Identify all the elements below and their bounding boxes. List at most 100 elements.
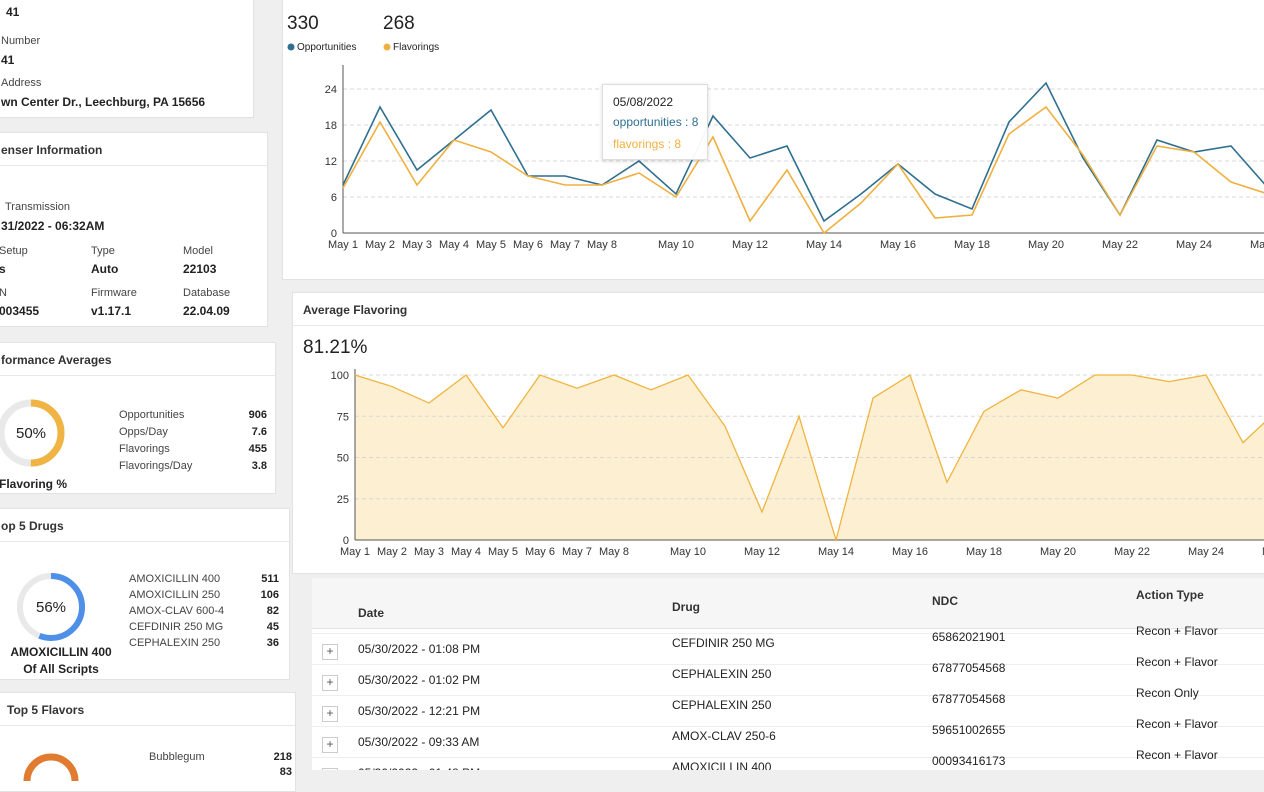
table-cell: 05/30/2022 - 01:02 PM (358, 673, 481, 687)
table-cell: CEFDINIR 250 MG (672, 636, 775, 650)
series-total: 330 (287, 13, 319, 34)
table-cell: AMOX-CLAV 250-6 (672, 729, 776, 743)
top-drugs-card: op 5 Drugs 56% AMOXICILLIN 400 Of All Sc… (0, 508, 290, 680)
gauge: 56% (17, 573, 85, 641)
stat-label: AMOXICILLIN 250 (129, 589, 221, 601)
expand-button[interactable]: + (322, 737, 338, 753)
tooltip-title: 05/08/2022 (613, 95, 674, 109)
x-tick-label: May 3 (414, 546, 444, 558)
stat-value: 7.6 (251, 426, 267, 438)
line-chart: 0 6 12 18 24 May 1 May 2 May 3 May 4 May 5 May 6 Ma… (287, 13, 1264, 251)
gauge-caption: AMOXICILLIN 400 (10, 645, 112, 659)
table-cell: 67877054568 (932, 692, 1006, 706)
x-tick-label: May 20 (1028, 239, 1064, 251)
x-tick-label: May 3 (402, 239, 432, 251)
table-cell: 59651002655 (932, 723, 1006, 737)
value: 22103 (183, 262, 217, 276)
label: Model (183, 245, 213, 257)
stat-label: Bubblegum (149, 751, 205, 763)
x-tick-label: May 26 (1250, 239, 1264, 251)
value: 31/2022 - 06:32AM (1, 219, 105, 233)
row-divider (312, 757, 1264, 758)
gauge-label: 50% (16, 425, 46, 442)
gauge (23, 753, 79, 781)
stat-value: 511 (261, 573, 279, 585)
y-tick-label: 6 (331, 192, 337, 204)
y-tick-label: 24 (325, 84, 337, 96)
stat-label: Flavorings/Day (119, 460, 193, 472)
gauge-arc (23, 753, 79, 781)
y-tick-label: 100 (331, 370, 349, 382)
performance-card: formance Averages 50% Flavoring % Opport… (0, 342, 276, 494)
x-tick-label: May 5 (476, 239, 506, 251)
y-tick-label: 50 (337, 453, 349, 465)
x-tick-label: May 7 (550, 239, 580, 251)
x-tick-label: May 12 (744, 546, 780, 558)
x-tick-label: May 26 (1262, 546, 1264, 558)
gauge-caption: Flavoring % (0, 477, 68, 491)
legend-label: Opportunities (297, 42, 356, 53)
card-title: Top 5 Flavors (0, 693, 295, 726)
table-cell: CEPHALEXIN 250 (672, 667, 772, 681)
y-tick-label: 0 (331, 228, 337, 240)
gauge: 50% (0, 399, 65, 467)
legend-dot (287, 43, 295, 51)
row-divider (312, 695, 1264, 696)
expand-button[interactable]: + (322, 768, 338, 770)
headline: 81.21% (303, 337, 368, 358)
label: Transmission (5, 201, 70, 213)
x-tick-label: May 18 (954, 239, 990, 251)
scripts-table: Date Drug NDC Action Type +05/30/2022 - 01:0… (312, 578, 1264, 770)
line-chart-card: 0 6 12 18 24 May 1 May 2 May 3 May 4 May 5 May 6 Ma… (282, 0, 1264, 280)
x-tick-label: May 14 (806, 239, 842, 251)
table-cell: Recon + Flavor (1136, 624, 1218, 638)
store-id: 41 (6, 5, 20, 19)
x-tick-label: May 18 (966, 546, 1002, 558)
table-cell: Recon + Flavor (1136, 748, 1218, 762)
expand-button[interactable]: + (322, 644, 338, 660)
label: Number (1, 35, 41, 47)
label: Type (91, 245, 115, 257)
table-cell: CEPHALEXIN 250 (672, 698, 772, 712)
table-cell: Recon + Flavor (1136, 655, 1218, 669)
stat-label: AMOX-CLAV 600-4 (129, 605, 225, 617)
y-tick-label: 18 (325, 120, 337, 132)
card-title: op 5 Drugs (0, 509, 289, 542)
row-divider (312, 726, 1264, 727)
table-cell: 67877054568 (932, 661, 1006, 675)
expand-button[interactable]: + (322, 706, 338, 722)
expand-button[interactable]: + (322, 675, 338, 691)
stat-value: 218 (273, 751, 292, 763)
x-tick-label: May 24 (1188, 546, 1224, 558)
x-tick-label: May 10 (658, 239, 694, 251)
label: Firmware (91, 287, 137, 299)
area-chart: 81.21% 0 25 50 75 100 May 1 May 2 May 3 May 4 May … (303, 337, 1264, 558)
stat-value: 3.8 (251, 460, 267, 472)
x-tick-label: May 16 (892, 546, 928, 558)
row-divider (312, 633, 1264, 634)
top-flavors-card: Top 5 Flavors Bubblegum 218 83 (0, 692, 296, 792)
x-tick-label: May 20 (1040, 546, 1076, 558)
stat-value: 83 (279, 766, 292, 778)
stat-value: 82 (266, 605, 279, 617)
stat-value: 45 (266, 621, 279, 633)
tooltip: 05/08/2022 opportunities : 8 flavorings … (602, 84, 708, 160)
y-tick-label: 12 (325, 156, 337, 168)
label: N (0, 287, 7, 299)
x-tick-label: May 14 (818, 546, 854, 558)
line-series (342, 105, 1264, 235)
card-title: Average Flavoring (293, 293, 1264, 326)
x-tick-label: May 1 (328, 239, 358, 251)
label: Address (1, 77, 42, 89)
column-header: Date (358, 606, 385, 620)
x-tick-label: May 7 (562, 546, 592, 558)
store-card: 41 Number 41 Address wn Center Dr., Leec… (0, 0, 254, 118)
table-cell: 65862021901 (932, 630, 1006, 644)
stat-label: CEFDINIR 250 MG (129, 621, 224, 633)
line-series (342, 81, 1264, 223)
x-tick-label: May 4 (451, 546, 481, 558)
column-header: Drug (672, 600, 700, 614)
stat-value: 455 (248, 443, 267, 455)
x-tick-label: May 24 (1176, 239, 1212, 251)
